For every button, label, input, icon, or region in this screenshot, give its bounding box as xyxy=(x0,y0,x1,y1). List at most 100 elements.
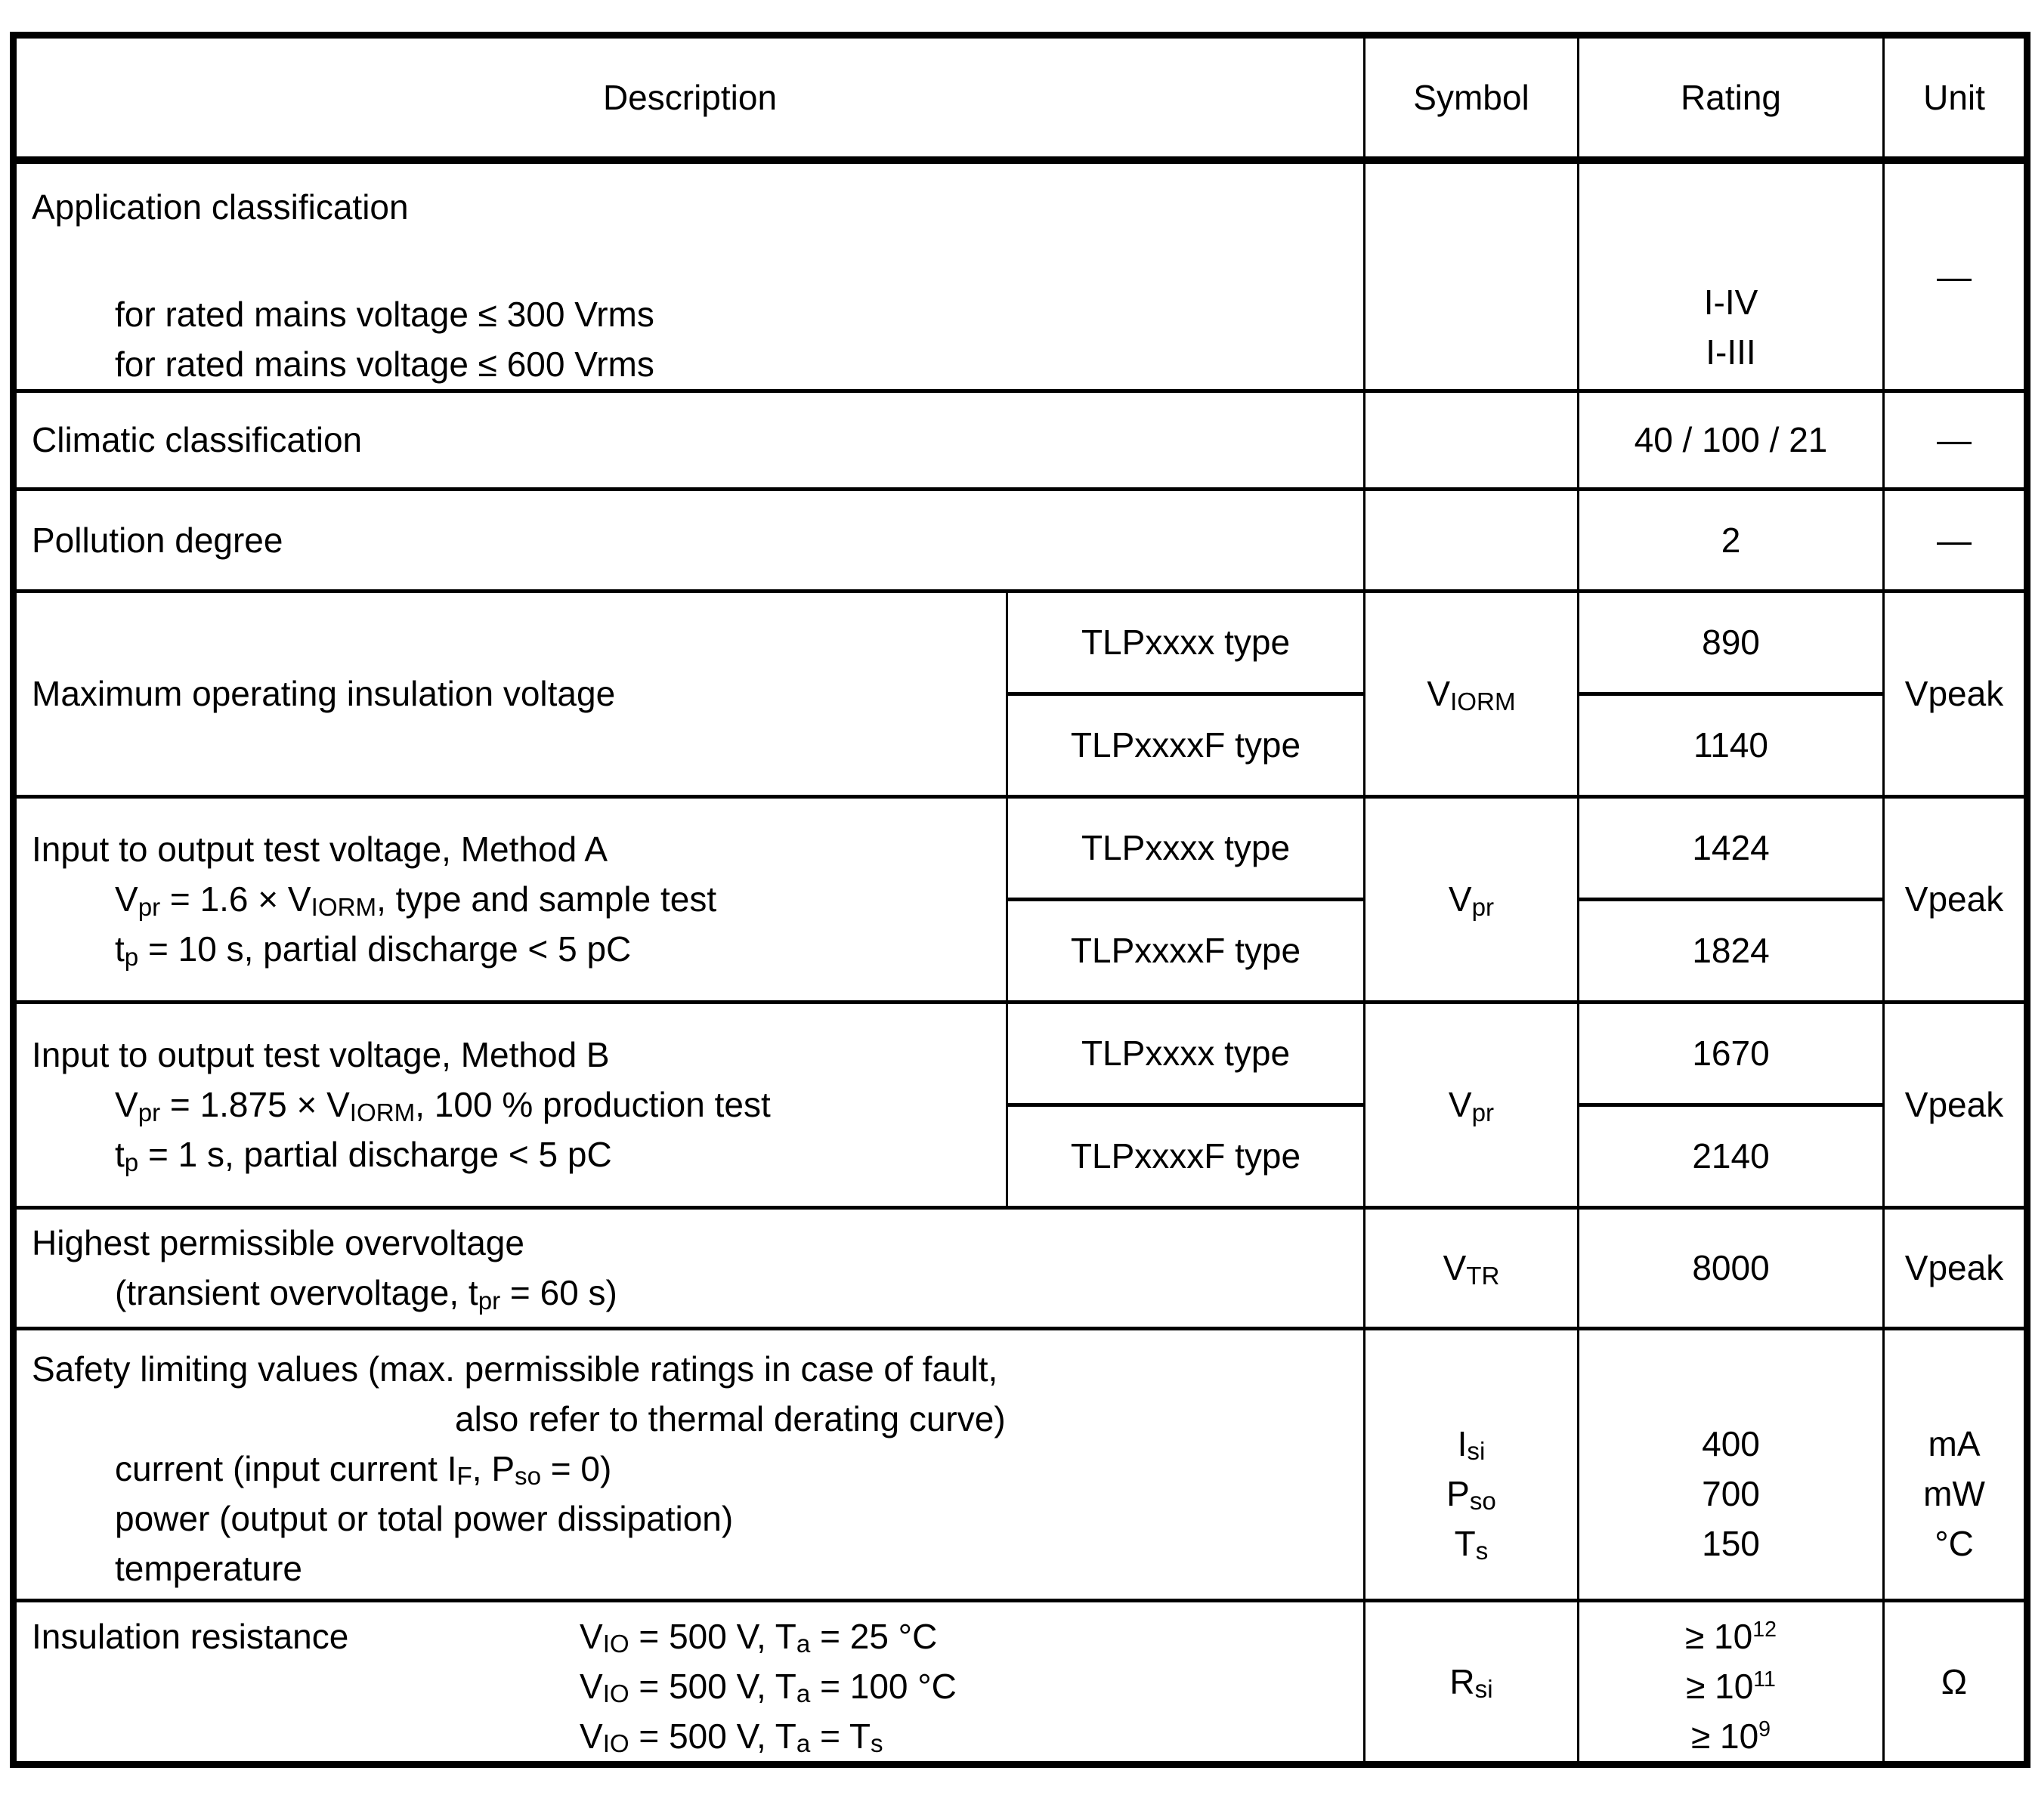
cell-safety-units: mA mW °C xyxy=(1882,1326,2028,1602)
cell-safety-ratings: 400 700 150 xyxy=(1577,1326,1885,1602)
row-overvoltage: Highest permissible overvoltage (transie… xyxy=(12,1205,2028,1330)
safety-item-current: current (input current IF, Pso = 0) xyxy=(115,1448,612,1491)
method-a-condition-1: Vpr = 1.6 × VIORM, type and sample test xyxy=(115,879,717,922)
cell-safety-symbols: Isi Pso Ts xyxy=(1363,1326,1579,1602)
cell-climatic-rating: 40 / 100 / 21 xyxy=(1577,388,1885,491)
safety-symbol-current: Isi xyxy=(1457,1423,1486,1466)
safety-rating-temperature: 150 xyxy=(1702,1523,1760,1563)
cell-method-a-rating-standard: 1424 xyxy=(1577,794,1885,901)
row-viorm-f: TLPxxxxF type 1140 xyxy=(14,691,2027,799)
cell-viorm-description: Maximum operating insulation voltage xyxy=(12,589,1008,799)
safety-symbol-power: Pso xyxy=(1446,1473,1496,1516)
viorm-title: Maximum operating insulation voltage xyxy=(32,674,616,713)
cell-pollution-description: Pollution degree xyxy=(12,487,1365,593)
safety-rating-current: 400 xyxy=(1702,1423,1760,1463)
insulation-rating-ts: ≥ 109 xyxy=(1690,1716,1771,1756)
row-insulation: Insulation resistance VIO = 500 V, Ta = … xyxy=(12,1598,2028,1766)
cell-insulation-description: Insulation resistance VIO = 500 V, Ta = … xyxy=(12,1598,1365,1766)
safety-unit-current: mA xyxy=(1928,1423,1981,1463)
cell-climatic-symbol xyxy=(1363,388,1579,491)
cell-method-a-symbol: Vpr xyxy=(1363,794,1579,1004)
insulation-title: Insulation resistance xyxy=(32,1616,349,1656)
safety-rating-power: 700 xyxy=(1702,1473,1760,1513)
safety-unit-temperature: °C xyxy=(1935,1523,1974,1563)
cell-pollution-unit: — xyxy=(1882,487,2028,593)
row-method-b-standard: Input to output test voltage, Method B V… xyxy=(12,1000,2028,1210)
method-b-condition-2: tp = 1 s, partial discharge < 5 pC xyxy=(115,1135,612,1177)
cell-method-a-type-f: TLPxxxxF type xyxy=(1006,897,1365,1004)
row-climatic: Climatic classification 40 / 100 / 21 — xyxy=(12,388,2028,491)
insulation-rating-100c: ≥ 1011 xyxy=(1686,1666,1776,1706)
cell-application-symbol xyxy=(1363,158,1579,393)
row-method-a-standard: Input to output test voltage, Method A V… xyxy=(12,794,2028,1004)
insulation-condition-25c: VIO = 500 V, Ta = 25 °C xyxy=(580,1616,938,1659)
insulation-condition-ts: VIO = 500 V, Ta = Ts xyxy=(580,1716,883,1759)
safety-unit-power: mW xyxy=(1923,1473,1985,1513)
cell-pollution-symbol xyxy=(1363,487,1579,593)
cell-method-a-unit: Vpeak xyxy=(1882,794,2028,1004)
cell-viorm-symbol: VIORM xyxy=(1363,589,1579,799)
cell-method-a-rating-f: 1824 xyxy=(1577,897,1885,1004)
method-a-condition-2: tp = 10 s, partial discharge < 5 pC xyxy=(115,929,632,972)
cell-viorm-type-standard: TLPxxxx type xyxy=(1006,589,1365,696)
safety-item-temperature: temperature xyxy=(115,1548,303,1588)
cell-overvoltage-description: Highest permissible overvoltage (transie… xyxy=(12,1205,1365,1330)
cell-viorm-rating-standard: 890 xyxy=(1577,589,1885,696)
application-rating-600: I-III xyxy=(1706,332,1756,372)
cell-climatic-description: Climatic classification xyxy=(12,388,1365,491)
cell-insulation-ratings: ≥ 1012 ≥ 1011 ≥ 109 xyxy=(1577,1598,1885,1766)
cell-viorm-type-f: TLPxxxxF type xyxy=(1006,691,1365,799)
cell-insulation-unit: Ω xyxy=(1882,1598,2028,1766)
cell-pollution-rating: 2 xyxy=(1577,487,1885,593)
cell-insulation-symbol: Rsi xyxy=(1363,1598,1579,1766)
cell-method-b-symbol: Vpr xyxy=(1363,1000,1579,1210)
overvoltage-condition: (transient overvoltage, tpr = 60 s) xyxy=(115,1273,617,1315)
row-method-b-f: TLPxxxxF type 2140 xyxy=(14,1102,2027,1210)
cell-method-a-type-standard: TLPxxxx type xyxy=(1006,794,1365,901)
safety-title-line-2: also refer to thermal derating curve) xyxy=(455,1398,1006,1438)
header-rating: Rating xyxy=(1577,33,1885,164)
cell-application-description: Application classification for rated mai… xyxy=(12,158,1365,393)
insulation-condition-100c: VIO = 500 V, Ta = 100 °C xyxy=(580,1666,957,1709)
header-symbol: Symbol xyxy=(1363,33,1579,164)
insulation-rating-25c: ≥ 1012 xyxy=(1685,1616,1777,1656)
application-line-600: for rated mains voltage ≤ 600 Vrms xyxy=(115,344,654,384)
cell-viorm-rating-f: 1140 xyxy=(1577,691,1885,799)
application-line-300: for rated mains voltage ≤ 300 Vrms xyxy=(115,294,654,334)
application-sublines: for rated mains voltage ≤ 300 Vrms for r… xyxy=(115,289,1362,388)
safety-symbol-temperature: Ts xyxy=(1454,1523,1489,1566)
row-viorm-standard: Maximum operating insulation voltage TLP… xyxy=(12,589,2028,799)
cell-climatic-unit: — xyxy=(1882,388,2028,491)
method-a-title: Input to output test voltage, Method A xyxy=(32,830,608,869)
header-description: Description xyxy=(12,33,1365,164)
cell-application-rating: I-IV I-III xyxy=(1577,158,1885,393)
cell-overvoltage-rating: 8000 xyxy=(1577,1205,1885,1330)
cell-safety-description: Safety limiting values (max. permissible… xyxy=(12,1326,1365,1602)
cell-viorm-unit: Vpeak xyxy=(1882,589,2028,799)
safety-ratings-table: Description Symbol Rating Unit Applicati… xyxy=(10,32,2030,1768)
cell-method-b-unit: Vpeak xyxy=(1882,1000,2028,1210)
cell-method-b-rating-standard: 1670 xyxy=(1577,1000,1885,1107)
cell-overvoltage-symbol: VTR xyxy=(1363,1205,1579,1330)
method-b-title: Input to output test voltage, Method B xyxy=(32,1035,610,1074)
cell-method-a-description: Input to output test voltage, Method A V… xyxy=(12,794,1008,1004)
application-title: Application classification xyxy=(32,187,409,227)
insulation-conditions: VIO = 500 V, Ta = 25 °C VIO = 500 V, Ta … xyxy=(580,1611,957,1761)
safety-item-power: power (output or total power dissipation… xyxy=(115,1498,734,1538)
cell-method-b-rating-f: 2140 xyxy=(1577,1102,1885,1210)
safety-title-line-1: Safety limiting values (max. permissible… xyxy=(32,1349,998,1389)
cell-overvoltage-unit: Vpeak xyxy=(1882,1205,2028,1330)
overvoltage-title: Highest permissible overvoltage xyxy=(32,1223,524,1262)
application-rating-300: I-IV xyxy=(1703,282,1758,322)
method-b-condition-1: Vpr = 1.875 × VIORM, 100 % production te… xyxy=(115,1085,771,1127)
row-application: Application classification for rated mai… xyxy=(12,158,2028,393)
cell-application-unit: — xyxy=(1882,158,2028,393)
cell-method-b-type-standard: TLPxxxx type xyxy=(1006,1000,1365,1107)
cell-method-b-description: Input to output test voltage, Method B V… xyxy=(12,1000,1008,1210)
header-unit: Unit xyxy=(1882,33,2028,164)
table-header-row: Description Symbol Rating Unit xyxy=(12,33,2028,164)
cell-method-b-type-f: TLPxxxxF type xyxy=(1006,1102,1365,1210)
row-method-a-f: TLPxxxxF type 1824 xyxy=(14,897,2027,1004)
row-pollution: Pollution degree 2 — xyxy=(12,487,2028,593)
row-safety: Safety limiting values (max. permissible… xyxy=(12,1326,2028,1602)
